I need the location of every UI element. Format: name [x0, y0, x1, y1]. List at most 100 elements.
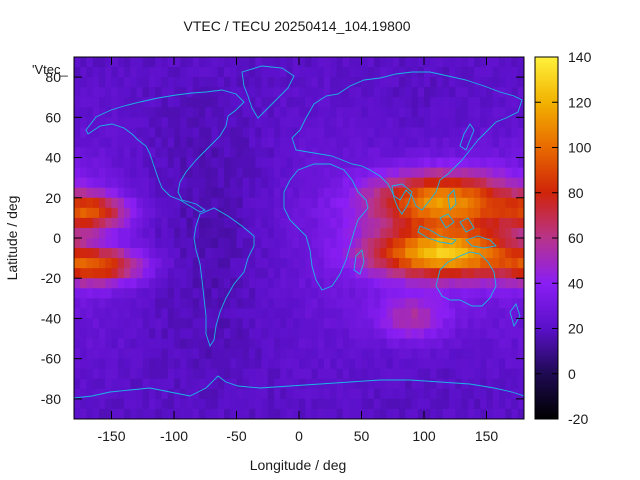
- heatmap-cell: [217, 87, 225, 98]
- heatmap-cell: [386, 398, 394, 410]
- heatmap-cell: [155, 57, 163, 68]
- heatmap-cell: [186, 97, 194, 108]
- heatmap-cell: [280, 388, 288, 400]
- heatmap-cell: [474, 268, 481, 279]
- heatmap-cell: [317, 197, 325, 209]
- heatmap-cell: [255, 258, 263, 269]
- heatmap-cell: [449, 278, 456, 289]
- heatmap-cell: [117, 328, 125, 340]
- heatmap-cell: [86, 197, 94, 209]
- heatmap-cell: [92, 77, 100, 88]
- heatmap-cell: [155, 117, 163, 128]
- heatmap-cell: [442, 107, 450, 118]
- heatmap-cell: [474, 207, 481, 219]
- heatmap-cell: [380, 408, 388, 419]
- heatmap-cell: [355, 117, 363, 128]
- heatmap-cell: [330, 368, 338, 380]
- heatmap-cell: [261, 378, 269, 390]
- heatmap-cell: [92, 157, 100, 169]
- heatmap-cell: [117, 398, 125, 410]
- heatmap-cell: [124, 67, 131, 78]
- heatmap-cell: [161, 137, 169, 149]
- heatmap-cell: [292, 207, 300, 219]
- heatmap-cell: [405, 227, 413, 239]
- heatmap-cell: [255, 398, 263, 410]
- heatmap-cell: [399, 238, 406, 249]
- heatmap-cell: [317, 117, 325, 128]
- heatmap-cell: [136, 258, 144, 269]
- heatmap-cell: [461, 97, 469, 108]
- heatmap-cell: [367, 338, 375, 350]
- heatmap-cell: [217, 318, 225, 330]
- heatmap-cell: [367, 318, 375, 330]
- heatmap-cell: [167, 388, 175, 400]
- heatmap-cell: [292, 368, 300, 380]
- heatmap-cell: [317, 147, 325, 159]
- heatmap-cell: [336, 157, 344, 169]
- heatmap-cell: [74, 117, 81, 128]
- heatmap-cell: [317, 258, 325, 269]
- heatmap-cell: [492, 107, 500, 118]
- heatmap-cell: [311, 87, 319, 98]
- heatmap-cell: [342, 57, 350, 68]
- heatmap-cell: [186, 167, 194, 179]
- heatmap-cell: [449, 308, 456, 320]
- heatmap-cell: [149, 408, 156, 419]
- heatmap-cell: [324, 107, 331, 118]
- heatmap-cell: [174, 288, 181, 299]
- heatmap-cell: [186, 298, 194, 309]
- heatmap-cell: [311, 177, 319, 189]
- heatmap-cell: [486, 378, 494, 390]
- heatmap-cell: [174, 187, 181, 199]
- heatmap-cell: [455, 338, 463, 350]
- heatmap-cell: [355, 147, 363, 159]
- heatmap-cell: [336, 318, 344, 330]
- heatmap-cell: [74, 57, 81, 68]
- heatmap-cell: [155, 137, 163, 149]
- heatmap-cell: [399, 278, 406, 289]
- heatmap-cell: [111, 117, 119, 128]
- heatmap-cell: [305, 328, 313, 340]
- heatmap-cell: [461, 157, 469, 169]
- heatmap-cell: [336, 408, 344, 419]
- heatmap-cell: [355, 398, 363, 410]
- heatmap-cell: [92, 308, 100, 320]
- heatmap-cell: [455, 408, 463, 419]
- heatmap-cell: [311, 127, 319, 139]
- heatmap-cell: [311, 388, 319, 400]
- heatmap-cell: [149, 217, 156, 229]
- heatmap-cell: [349, 117, 356, 128]
- heatmap-cell: [367, 368, 375, 380]
- heatmap-cell: [80, 358, 88, 370]
- heatmap-cell: [167, 137, 175, 149]
- heatmap-cell: [511, 338, 519, 350]
- heatmap-cell: [486, 358, 494, 370]
- heatmap-cell: [249, 137, 256, 149]
- heatmap-cell: [411, 288, 419, 299]
- heatmap-cell: [149, 137, 156, 149]
- heatmap-cell: [155, 338, 163, 350]
- heatmap-cell: [405, 348, 413, 360]
- heatmap-cell: [86, 238, 94, 249]
- heatmap-cell: [417, 288, 425, 299]
- heatmap-cell: [486, 217, 494, 229]
- heatmap-cell: [355, 388, 363, 400]
- heatmap-cell: [105, 107, 113, 118]
- heatmap-cell: [80, 127, 88, 139]
- heatmap-cell: [80, 77, 88, 88]
- heatmap-cell: [449, 127, 456, 139]
- heatmap-cell: [305, 127, 313, 139]
- heatmap-cell: [261, 197, 269, 209]
- heatmap-cell: [392, 177, 400, 189]
- heatmap-cell: [74, 207, 81, 219]
- heatmap-cell: [505, 258, 513, 269]
- heatmap-cell: [417, 328, 425, 340]
- heatmap-cell: [192, 258, 200, 269]
- heatmap-cell: [349, 258, 356, 269]
- heatmap-cell: [280, 107, 288, 118]
- heatmap-cell: [305, 298, 313, 309]
- heatmap-cell: [449, 398, 456, 410]
- heatmap-cell: [92, 268, 100, 279]
- heatmap-cell: [374, 308, 381, 320]
- heatmap-cell: [442, 177, 450, 189]
